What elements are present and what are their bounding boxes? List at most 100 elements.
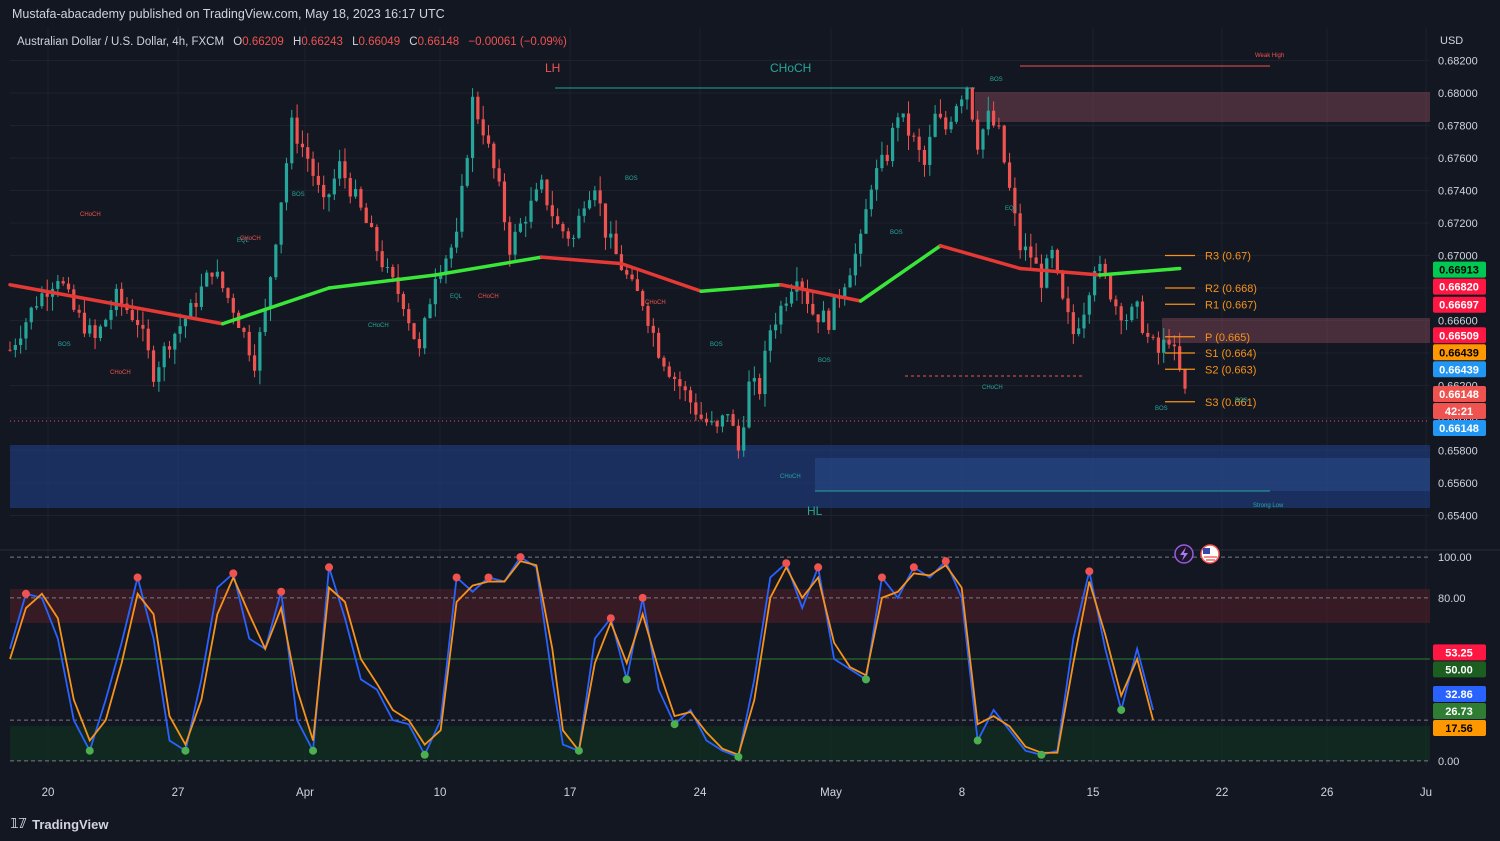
publisher-text: Mustafa-abacademy published on TradingVi…	[12, 7, 445, 21]
candle-body	[928, 136, 932, 165]
stoch-cross-down-dot	[277, 587, 286, 596]
candle-body	[816, 314, 820, 323]
candle-body	[401, 293, 406, 310]
structure-label: CHoCH	[110, 370, 131, 376]
candle-body	[279, 202, 283, 245]
structure-label: BOS	[625, 176, 638, 182]
candle-body	[710, 421, 714, 423]
candle-body	[375, 227, 379, 252]
candle-body	[635, 279, 639, 291]
candle-body	[534, 189, 538, 201]
candle-body	[949, 121, 953, 130]
candle-body	[465, 157, 469, 186]
stoch-cross-down-dot	[909, 563, 918, 572]
candle-body	[1087, 295, 1091, 315]
candle-body	[56, 281, 60, 289]
pivot-label: R1 (0.667)	[1205, 299, 1257, 311]
stoch-cross-down-dot	[941, 557, 950, 566]
event-icons[interactable]	[1174, 544, 1220, 564]
stoch-cross-down-dot	[452, 573, 461, 582]
pivot-label: P (0.665)	[1205, 332, 1250, 344]
structure-label: CHoCH	[478, 294, 499, 300]
candle-body	[136, 319, 140, 325]
strong-low-label: Strong Low	[1253, 503, 1284, 509]
candle-body	[901, 113, 905, 118]
candle-body	[1066, 298, 1070, 313]
candle-body	[481, 119, 485, 136]
candle-body	[944, 117, 948, 130]
symbol-name: Australian Dollar / U.S. Dollar, 4h, FXC…	[17, 36, 224, 48]
price-badge-text: 0.66148	[1439, 423, 1479, 435]
candle-body	[338, 161, 342, 179]
chart-canvas[interactable]: R3 (0.67) R2 (0.668) R1 (0.667) P (0.665) S1…	[0, 28, 1500, 808]
price-tick-label: 0.67600	[1438, 153, 1478, 165]
candle-body	[875, 168, 879, 190]
candle-body	[933, 113, 937, 137]
candle-body	[178, 326, 182, 334]
candle-body	[912, 135, 916, 137]
candle-body	[242, 327, 246, 332]
candle-body	[88, 325, 92, 334]
candle-body	[885, 154, 889, 162]
candle-body	[922, 149, 927, 165]
candle-body	[699, 414, 703, 419]
symbol-legend[interactable]: Australian Dollar / U.S. Dollar, 4h, FXC…	[17, 36, 567, 48]
low-label: L	[352, 36, 359, 48]
price-tick-label: 0.67800	[1438, 121, 1478, 133]
candle-body	[247, 331, 251, 356]
candle-body	[593, 190, 597, 201]
candle-body	[720, 415, 725, 427]
oscillator-badges: 53.25 50.00 32.86 26.73 17.56	[1433, 644, 1486, 736]
candle-body	[1055, 249, 1059, 272]
oscillator-axis[interactable]: 100.00 80.00 0.00	[1438, 552, 1472, 768]
open-label: O	[233, 36, 242, 48]
candle-body	[742, 427, 746, 451]
candle-body	[173, 333, 177, 350]
candle-body	[226, 288, 230, 298]
candle-body	[1172, 344, 1176, 347]
candle-body	[34, 306, 39, 308]
structure-label: BOS	[710, 342, 723, 348]
time-axis[interactable]: 20 27 Apr 10 17 24 May 8 15 22 26 Ju	[42, 787, 1432, 799]
candle-body	[906, 113, 911, 136]
candle-body	[72, 289, 76, 310]
oscillator-pane	[9, 553, 1430, 762]
time-tick-label: 15	[1087, 787, 1100, 799]
candle-body	[646, 305, 650, 326]
candle-body	[1061, 271, 1065, 299]
candle-body	[210, 272, 214, 277]
candle-body	[805, 290, 810, 304]
candle-body	[252, 355, 257, 371]
structure-label: BOS	[1235, 398, 1248, 404]
oscillator-badge	[1433, 719, 1486, 736]
price-tick-label: 0.68200	[1438, 56, 1478, 68]
price-tick-label: 0.66600	[1438, 316, 1478, 328]
candle-body	[439, 272, 443, 280]
candle-body	[300, 143, 305, 148]
candle-body	[194, 303, 198, 307]
ema-segment	[1098, 266, 1182, 277]
ema-segment	[858, 244, 943, 303]
candle-body	[662, 357, 666, 367]
stoch-cross-up-dot	[420, 750, 429, 759]
stoch-cross-up-dot	[973, 736, 982, 745]
structure-label: BOS	[990, 77, 1003, 83]
time-tick-label: 27	[172, 787, 185, 799]
candle-body	[1045, 258, 1049, 288]
tradingview-logo[interactable]: 𝟙𝟟 TradingView	[10, 817, 108, 832]
candle-body	[322, 184, 326, 198]
price-badge-text: 0.66820	[1439, 282, 1479, 294]
candle-body	[1156, 337, 1161, 353]
stoch-cross-down-dot	[606, 614, 615, 623]
candle-body	[587, 200, 592, 209]
candle-body	[1082, 314, 1086, 329]
candle-body	[965, 87, 969, 100]
candle-body	[1108, 274, 1113, 300]
candle-body	[311, 158, 315, 176]
candle-body	[348, 178, 352, 197]
candle-body	[290, 117, 294, 164]
supply-zone-2	[1162, 318, 1430, 343]
candle-body	[571, 237, 576, 239]
publisher-bar: Mustafa-abacademy published on TradingVi…	[0, 0, 1500, 28]
